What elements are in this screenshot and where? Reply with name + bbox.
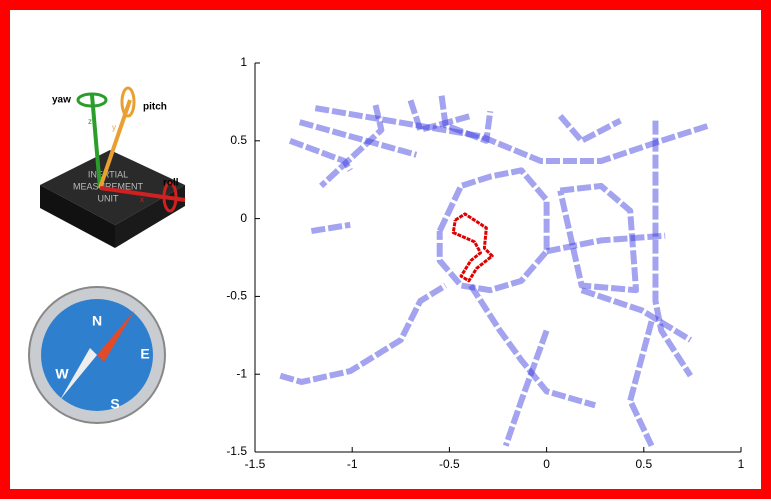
x-label: x (140, 195, 144, 204)
y-tick-label: -0.5 (226, 289, 247, 303)
slide: INERTIAL MEASUREMENT UNIT yaw pitch roll… (0, 0, 771, 499)
x-tick-label: 1 (738, 457, 745, 471)
x-tick-label: -1.5 (245, 457, 266, 471)
y-tick-label: 0.5 (230, 133, 247, 147)
z-label: z (88, 117, 92, 126)
x-tick-label: 0 (543, 457, 550, 471)
x-tick-label: -1 (347, 457, 358, 471)
compass-n: N (92, 313, 102, 329)
chip-text: INERTIAL (88, 169, 128, 179)
chip-text: UNIT (98, 193, 119, 203)
compass-icon: N E S W (29, 287, 165, 423)
y-tick-label: 0 (240, 211, 247, 225)
x-tick-label: 0.5 (635, 457, 652, 471)
compass-w: W (55, 366, 69, 382)
compass-s: S (110, 396, 119, 412)
yaw-label: yaw (52, 95, 71, 106)
frame (5, 5, 766, 494)
x-tick-label: -0.5 (439, 457, 460, 471)
roll-label: roll (163, 178, 179, 189)
compass-e: E (140, 346, 149, 362)
y-label: y (112, 123, 116, 132)
y-tick-label: 1 (240, 55, 247, 69)
y-tick-label: -1.5 (226, 444, 247, 458)
pitch-label: pitch (143, 102, 167, 113)
page: INERTIAL MEASUREMENT UNIT yaw pitch roll… (0, 0, 771, 504)
y-tick-label: -1 (236, 366, 247, 380)
